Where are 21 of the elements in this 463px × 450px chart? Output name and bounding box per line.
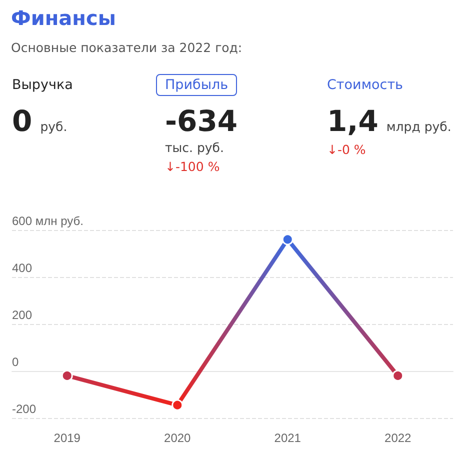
- y-tick-label: 600 млн руб.: [12, 214, 84, 228]
- text: руб.: [40, 119, 68, 134]
- text: Прибыль: [156, 74, 238, 96]
- text: Финансы: [11, 6, 117, 30]
- text: Основные показатели за 2022 год:: [11, 40, 242, 55]
- text: ↓-100 %: [165, 159, 221, 174]
- text: Выручка: [11, 76, 74, 95]
- y-tick-label: 200: [12, 308, 32, 322]
- text: тыс. руб.: [165, 140, 225, 155]
- text: Стоимость: [326, 76, 404, 95]
- y-tick-label: -200: [12, 402, 36, 416]
- text: -634: [165, 104, 238, 138]
- x-tick-label: 2020: [164, 431, 192, 445]
- x-tick-label: 2022: [384, 431, 412, 445]
- text: 1,4: [327, 104, 378, 138]
- y-tick-label: 0: [12, 355, 19, 369]
- x-tick-label: 2019: [54, 431, 81, 445]
- y-tick-label: 400: [12, 261, 32, 275]
- text: ↓-0 %: [327, 142, 367, 157]
- text: млрд руб.: [386, 119, 452, 134]
- x-tick-label: 2021: [274, 431, 302, 445]
